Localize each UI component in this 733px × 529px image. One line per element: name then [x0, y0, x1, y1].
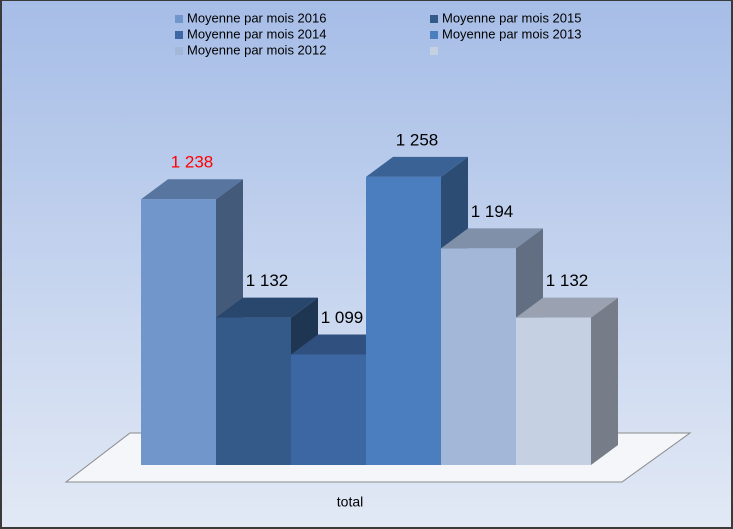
legend-swatch	[430, 31, 438, 39]
legend-label: Moyenne par mois 2013	[442, 26, 581, 41]
bar	[516, 317, 591, 465]
legend-swatch	[175, 47, 183, 55]
legend-swatch	[430, 47, 438, 55]
legend-swatch	[175, 15, 183, 23]
bar-side	[591, 297, 618, 465]
value-label: 1 194	[471, 202, 514, 221]
bar	[216, 317, 291, 465]
value-label: 1 132	[246, 271, 289, 290]
bar	[291, 354, 366, 465]
value-label: 1 132	[546, 271, 589, 290]
legend-swatch	[175, 31, 183, 39]
x-tick-label: total	[337, 494, 363, 510]
legend-label: Moyenne par mois 2015	[442, 10, 581, 25]
value-label: 1 099	[321, 308, 364, 327]
bar-top	[366, 156, 468, 177]
legend-label: Moyenne par mois 2014	[187, 26, 326, 41]
bar	[441, 248, 516, 465]
value-label: 1 258	[396, 130, 439, 149]
bar	[366, 176, 441, 465]
legend-label: Moyenne par mois 2016	[187, 10, 326, 25]
bar	[141, 199, 216, 465]
bar-top	[216, 297, 318, 318]
bar-top	[441, 228, 543, 249]
legend-swatch	[430, 15, 438, 23]
legend-label: Moyenne par mois 2012	[187, 42, 326, 57]
value-label: 1 238	[171, 153, 214, 172]
bar-top	[141, 179, 243, 200]
bar-top	[516, 297, 618, 318]
